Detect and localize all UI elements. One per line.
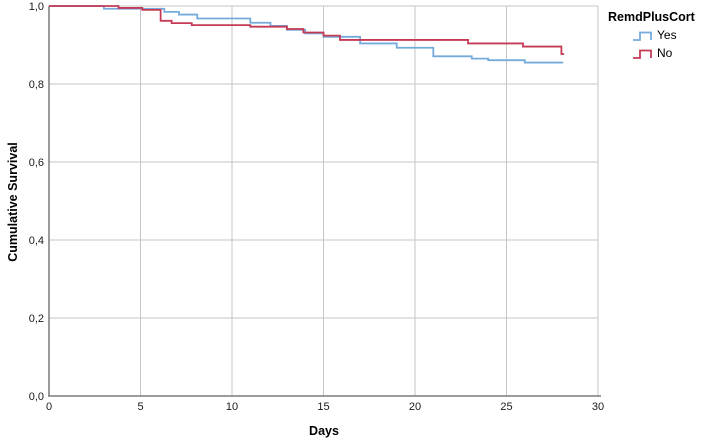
- legend-item-yes: Yes: [608, 28, 710, 42]
- y-tick-label: 0,8: [29, 79, 44, 91]
- x-tick-label: 15: [317, 401, 329, 413]
- y-tick-label: 1,0: [29, 1, 44, 13]
- step-line-icon: [633, 31, 652, 41]
- x-tick-label: 20: [409, 401, 421, 413]
- y-tick-label: 0,4: [29, 235, 44, 247]
- step-line-icon: [633, 49, 652, 59]
- survival-curve-yes: [49, 5, 564, 64]
- x-tick-label: 0: [46, 401, 52, 413]
- x-axis-title: Days: [309, 424, 339, 438]
- legend: RemdPlusCort Yes No: [608, 10, 710, 60]
- x-tick-label: 25: [500, 401, 512, 413]
- y-tick-label: 0,2: [29, 313, 44, 325]
- x-tick-label: 30: [592, 401, 604, 413]
- survival-curve-no: [49, 5, 565, 55]
- x-tick-label: 10: [226, 401, 238, 413]
- y-axis-title: Cumulative Survival: [6, 142, 20, 262]
- x-tick-label: 5: [137, 401, 143, 413]
- y-tick-label: 0,6: [29, 157, 44, 169]
- legend-title: RemdPlusCort: [608, 10, 695, 24]
- legend-label-no: No: [657, 46, 673, 60]
- y-tick-label: 0,0: [29, 391, 44, 403]
- legend-label-yes: Yes: [657, 28, 677, 42]
- legend-item-no: No: [608, 46, 710, 60]
